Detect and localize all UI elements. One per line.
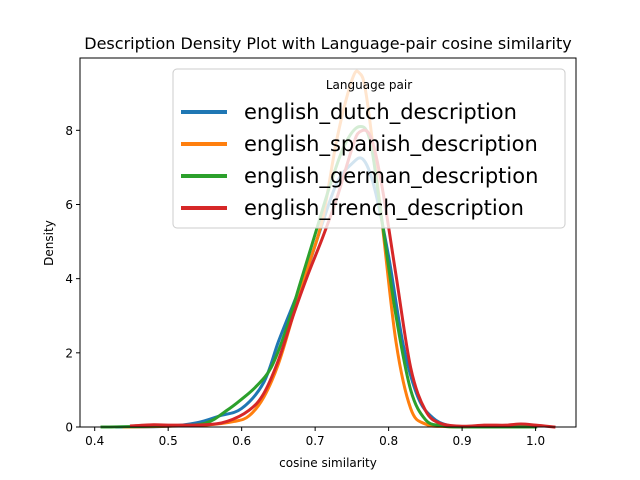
y-tick-label: 0: [65, 421, 73, 435]
x-tick-label: 0.4: [85, 434, 104, 448]
legend-label-english-french-description: english_french_description: [244, 196, 524, 221]
y-axis-ticks: 0 2 4 6 8: [65, 124, 80, 435]
y-axis-label: Density: [42, 220, 56, 266]
legend-label-english-spanish-description: english_spanish_description: [244, 132, 538, 157]
legend-label-english-german-description: english_german_description: [244, 164, 538, 189]
legend-box: [172, 68, 566, 229]
y-tick-label: 2: [65, 346, 73, 360]
legend: Language pair english_dutch_descriptione…: [172, 68, 566, 229]
x-tick-label: 1.0: [526, 434, 545, 448]
y-tick-label: 6: [65, 198, 73, 212]
plot-frame: [79, 57, 577, 428]
x-tick-label: 0.7: [306, 434, 325, 448]
x-axis-ticks: 0.4 0.5 0.6 0.7 0.8 0.9 1.0: [85, 427, 545, 448]
y-tick-label: 8: [65, 124, 73, 138]
x-tick-label: 0.5: [159, 434, 178, 448]
x-tick-label: 0.9: [453, 434, 472, 448]
legend-label-english-dutch-description: english_dutch_description: [244, 100, 517, 125]
x-tick-label: 0.6: [232, 434, 251, 448]
chart-title: Description Density Plot with Language-p…: [84, 34, 571, 53]
legend-entries: english_dutch_description english_spanish…: [181, 100, 538, 221]
x-tick-label: 0.8: [379, 434, 398, 448]
x-axis-label: cosine similarity: [279, 456, 377, 470]
y-tick-label: 4: [65, 272, 73, 286]
legend-title: Language pair: [326, 78, 412, 92]
